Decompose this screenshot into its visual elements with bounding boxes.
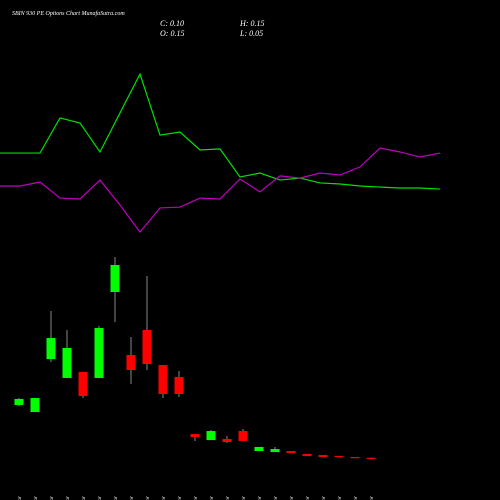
candle-body — [14, 398, 24, 405]
x-tick-label: 22 Apr — [321, 495, 327, 500]
candle-body — [30, 398, 40, 412]
high-info: H: 0.15 — [239, 19, 264, 28]
x-tick-label: 15 Apr — [257, 495, 263, 500]
x-tick-label: 25 Mar — [81, 495, 87, 500]
x-tick-label: 11 Apr — [241, 495, 247, 500]
candle-body — [286, 451, 296, 453]
x-tick-label: 25 Apr — [369, 495, 375, 500]
candle-body — [238, 431, 248, 441]
x-tick-label: 27 Mar — [97, 495, 103, 500]
chart-title: SBIN 930 PE Options Chart MunafaSutra.co… — [12, 10, 125, 17]
candle-body — [158, 365, 168, 394]
x-tick-label: 17 Apr — [289, 495, 295, 500]
x-tick-label: 02 Apr — [145, 495, 151, 500]
x-tick-label: 16 Apr — [273, 495, 279, 500]
x-tick-label: 22 Mar — [49, 495, 55, 500]
x-tick-label: 01 Apr — [129, 495, 135, 500]
x-tick-label: 07 Apr — [193, 495, 199, 500]
candle-body — [190, 434, 200, 438]
candle-body — [142, 329, 152, 364]
x-tick-label: 23 Apr — [337, 495, 343, 500]
candle-body — [78, 371, 88, 396]
candle-body — [302, 454, 312, 456]
candle-body — [318, 455, 328, 457]
x-tick-label: 24 Apr — [352, 495, 359, 500]
x-tick-label: 24 Mar — [64, 495, 71, 500]
candle-body — [222, 439, 232, 442]
x-tick-label: 04 Apr — [176, 495, 183, 500]
candle-body — [334, 455, 344, 458]
candle-body — [110, 265, 120, 292]
candle-body — [174, 377, 184, 394]
open-info: O: 0.15 — [160, 29, 184, 38]
candle-body — [62, 347, 72, 378]
indicator-line — [0, 147, 441, 234]
candle-body — [126, 355, 136, 370]
candle-body — [254, 446, 264, 451]
x-tick-label: 08 Apr — [209, 495, 215, 500]
x-tick-label: 28 Mar — [113, 495, 119, 500]
candle-body — [366, 457, 376, 459]
x-tick-label: 19 Mar — [17, 495, 23, 500]
low-info: L: 0.05 — [239, 29, 263, 38]
candle-body — [46, 338, 56, 360]
indicator-line — [0, 72, 441, 190]
candle-body — [270, 449, 280, 453]
candle-body — [94, 328, 104, 378]
x-tick-label: 03 Apr — [161, 495, 167, 500]
x-tick-label: 09 Apr — [225, 495, 231, 500]
close-info: C: 0.10 — [160, 19, 184, 28]
candle-body — [350, 457, 360, 459]
x-tick-label: 20 Mar — [33, 495, 39, 500]
x-tick-label: 21 Apr — [305, 495, 311, 500]
candle-body — [206, 431, 216, 441]
